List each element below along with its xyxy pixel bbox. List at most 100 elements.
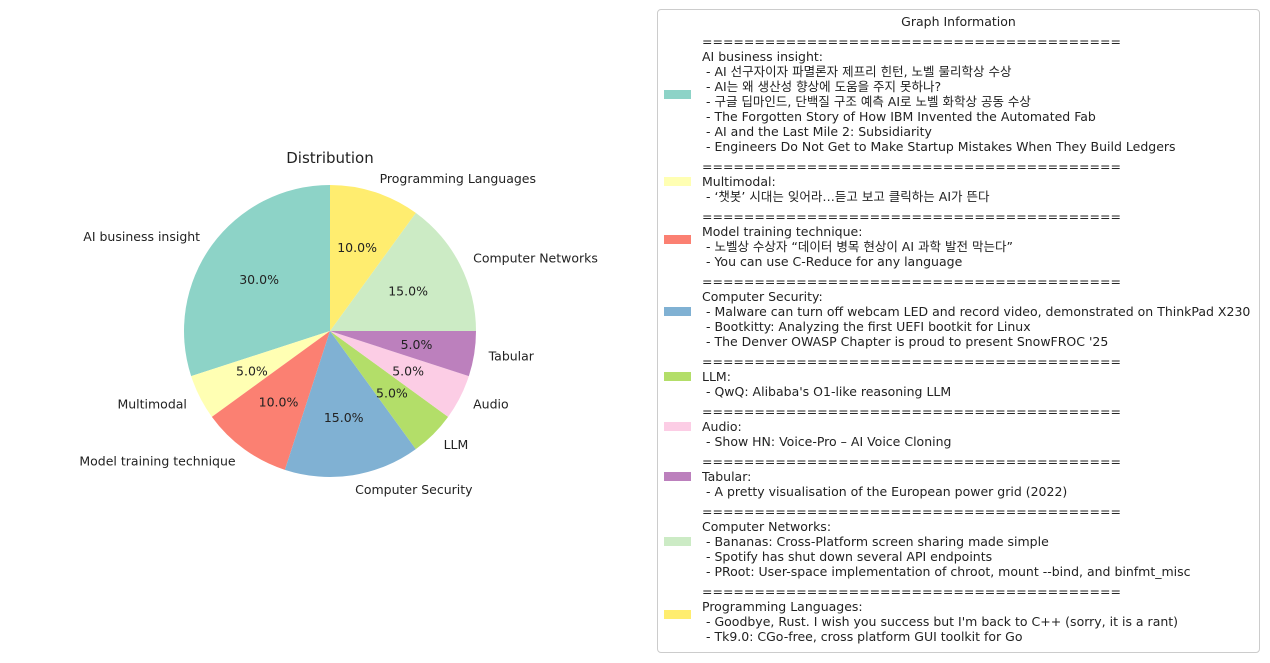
legend-entry: - Tk9.0: CGo-free, cross platform GUI to… <box>702 629 1023 644</box>
legend-text: ========================================… <box>702 34 1259 154</box>
pie-pct-label-7: 5.0% <box>401 337 433 352</box>
legend-list: ========================================… <box>658 34 1259 649</box>
legend-text: ========================================… <box>702 404 1259 449</box>
legend-entry: - AI 선구자이자 파멸론자 제프리 힌턴, 노벨 물리학상 수상 <box>702 64 1012 79</box>
legend-separator: ======================================== <box>702 34 1121 49</box>
legend-category: Model training technique: <box>702 224 863 239</box>
chart-title: Distribution <box>286 149 374 167</box>
legend-category: Audio: <box>702 419 742 434</box>
legend-separator: ======================================== <box>702 354 1121 369</box>
legend-category: AI business insight: <box>702 49 824 64</box>
legend-entry: - ‘챗봇’ 시대는 잊어라…듣고 보고 클릭하는 AI가 뜬다 <box>702 189 990 204</box>
legend-entry: - 노벨상 수상자 “데이터 병목 현상이 AI 과학 발전 막는다” <box>702 239 1013 254</box>
legend-category: Multimodal: <box>702 174 776 189</box>
pie-slice-7 <box>330 331 476 377</box>
legend-swatch <box>664 422 691 431</box>
legend-entry: - Spotify has shut down several API endp… <box>702 549 993 564</box>
legend: Graph Information ======================… <box>657 9 1260 653</box>
legend-text: ========================================… <box>702 159 1259 204</box>
legend-swatch <box>664 90 691 99</box>
pie-category-label-3: Model training technique <box>79 453 236 468</box>
legend-text: ========================================… <box>702 454 1259 499</box>
pie-category-label-2: Multimodal <box>117 396 186 411</box>
pie-category-label-8: Computer Networks <box>473 251 598 266</box>
legend-item: ========================================… <box>658 584 1259 644</box>
legend-entry: - 구글 딥마인드, 단백질 구조 예측 AI로 노벨 화학상 공동 수상 <box>702 94 1031 109</box>
legend-entry: - The Denver OWASP Chapter is proud to p… <box>702 334 1109 349</box>
legend-entry: - You can use C-Reduce for any language <box>702 254 963 269</box>
pie-category-label-4: Computer Security <box>355 482 473 497</box>
pie-category-label-6: Audio <box>473 396 509 411</box>
legend-item: ========================================… <box>658 274 1259 349</box>
legend-item: ========================================… <box>658 209 1259 269</box>
legend-entry: - Goodbye, Rust. I wish you success but … <box>702 614 1179 629</box>
legend-item: ========================================… <box>658 159 1259 204</box>
legend-category: LLM: <box>702 369 731 384</box>
legend-swatch <box>664 307 691 316</box>
legend-entry: - A pretty visualisation of the European… <box>702 484 1068 499</box>
legend-entry: - AI and the Last Mile 2: Subsidiarity <box>702 124 932 139</box>
pie-pct-label-9: 10.0% <box>337 240 377 255</box>
legend-text: ========================================… <box>702 354 1259 399</box>
legend-swatch <box>664 537 691 546</box>
pie-chart: Distribution 30.0% 5.0% 10.0% 15.0% 5.0% 5.0%… <box>79 149 598 497</box>
legend-text: ========================================… <box>702 274 1259 349</box>
legend-separator: ======================================== <box>702 159 1121 174</box>
legend-item: ========================================… <box>658 354 1259 399</box>
legend-entry: - Bananas: Cross-Platform screen sharing… <box>702 534 1049 549</box>
legend-entry: - PRoot: User-space implementation of ch… <box>702 564 1191 579</box>
legend-swatch <box>664 177 691 186</box>
legend-swatch <box>664 235 691 244</box>
legend-entry: - Malware can turn off webcam LED and re… <box>702 304 1251 319</box>
pie-pct-label-5: 5.0% <box>376 385 408 400</box>
pie-category-label-7: Tabular <box>488 349 535 364</box>
legend-entry: - Show HN: Voice-Pro – AI Voice Cloning <box>702 434 952 449</box>
pie-slice-5 <box>330 331 449 450</box>
legend-entry: - Bootkitty: Analyzing the first UEFI bo… <box>702 319 1031 334</box>
legend-separator: ======================================== <box>702 454 1121 469</box>
pie-percentage-labels: 30.0% 5.0% 10.0% 15.0% 5.0% 5.0% 5.0% 15.0% 10.0… <box>236 240 432 425</box>
pie-pct-label-3: 10.0% <box>259 394 299 409</box>
legend-separator: ======================================== <box>702 504 1121 519</box>
pie-pct-label-4: 15.0% <box>324 410 364 425</box>
legend-entry: - QwQ: Alibaba's O1-like reasoning LLM <box>702 384 952 399</box>
pie-slices <box>184 185 476 477</box>
pie-slice-3 <box>211 331 330 470</box>
legend-category: Programming Languages: <box>702 599 863 614</box>
pie-slice-8 <box>330 212 476 331</box>
legend-text: ========================================… <box>702 209 1259 269</box>
legend-item: ========================================… <box>658 454 1259 499</box>
legend-category: Computer Networks: <box>702 519 832 534</box>
pie-pct-label-2: 5.0% <box>236 363 268 378</box>
pie-category-label-5: LLM <box>444 437 469 452</box>
legend-entry: - The Forgotten Story of How IBM Invente… <box>702 109 1096 124</box>
legend-text: ========================================… <box>702 504 1259 579</box>
pie-slice-9 <box>330 185 416 331</box>
pie-category-labels: AI business insight Multimodal Model train… <box>79 171 598 497</box>
legend-title: Graph Information <box>901 14 1016 29</box>
legend-item: ========================================… <box>658 34 1259 154</box>
legend-separator: ======================================== <box>702 274 1121 289</box>
legend-item: ========================================… <box>658 504 1259 579</box>
pie-slice-6 <box>330 331 469 417</box>
legend-category: Computer Security: <box>702 289 823 304</box>
legend-swatch <box>664 610 691 619</box>
legend-swatch <box>664 472 691 481</box>
pie-category-label-9: Programming Languages <box>380 171 536 186</box>
legend-swatch <box>664 372 691 381</box>
pie-pct-label-6: 5.0% <box>392 363 424 378</box>
pie-slice-2 <box>191 331 330 417</box>
pie-slice-4 <box>284 331 416 477</box>
pie-slice-1 <box>184 185 330 377</box>
legend-entry: - Engineers Do Not Get to Make Startup M… <box>702 139 1176 154</box>
pie-pct-label-8: 15.0% <box>388 284 428 299</box>
legend-separator: ======================================== <box>702 209 1121 224</box>
legend-item: ========================================… <box>658 404 1259 449</box>
legend-separator: ======================================== <box>702 404 1121 419</box>
pie-category-label-1: AI business insight <box>83 229 200 244</box>
legend-separator: ======================================== <box>702 584 1121 599</box>
legend-entry: - AI는 왜 생산성 향상에 도움을 주지 못하나? <box>702 79 942 94</box>
pie-pct-label-1: 30.0% <box>239 272 279 287</box>
legend-category: Tabular: <box>702 469 752 484</box>
